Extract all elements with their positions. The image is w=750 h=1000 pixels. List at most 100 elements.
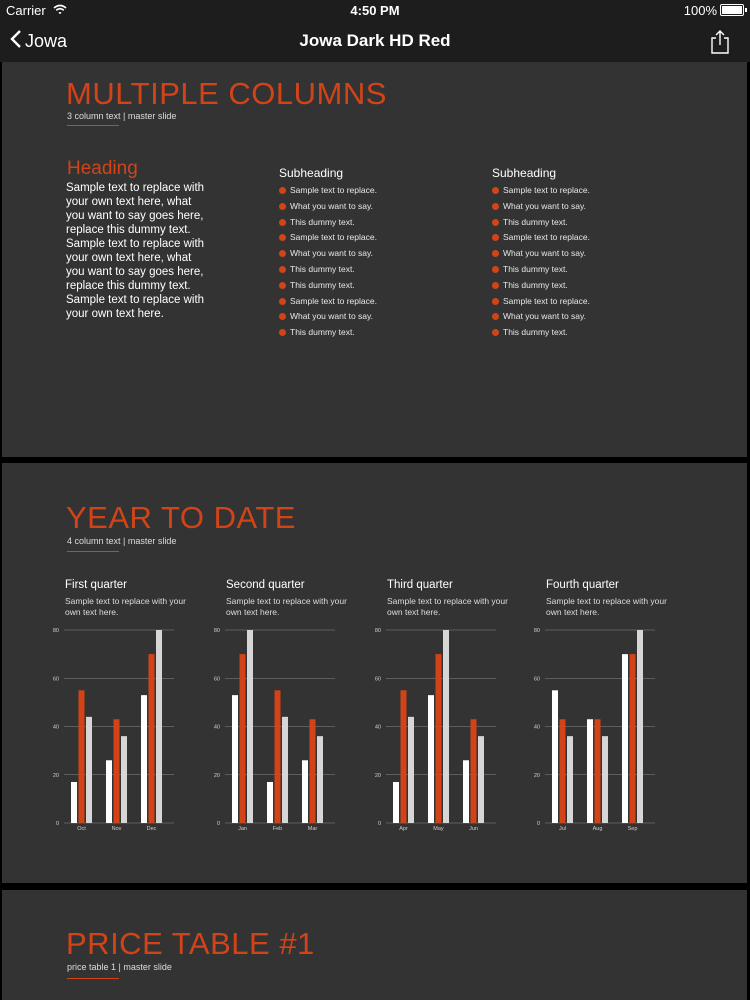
bullet-item: This dummy text. (492, 278, 672, 294)
chevron-left-icon (10, 29, 22, 55)
bullet-dot-icon (279, 187, 286, 194)
navigation-bar: Jowa Jowa Dark HD Red (0, 22, 750, 62)
quarter-text: Sample text to replace with your own tex… (65, 596, 186, 617)
slide-title: YEAR TO DATE (66, 500, 296, 535)
bar (478, 736, 484, 823)
y-tick-label: 60 (534, 676, 540, 682)
bar (594, 719, 601, 823)
y-tick-label: 80 (375, 628, 381, 634)
bar (267, 781, 273, 823)
y-tick-label: 20 (214, 773, 220, 779)
bar (141, 695, 147, 823)
bar-chart-q3: 0 20 40 60 80 Apr May Jun (375, 628, 496, 832)
battery-indicator: 100% (683, 3, 747, 18)
bullet-item: Sample text to replace. (492, 294, 672, 310)
quarter-text: Sample text to replace with your own tex… (387, 596, 508, 617)
bar (247, 630, 253, 823)
x-tick-label: Feb (273, 826, 282, 832)
bar (71, 781, 77, 823)
x-tick-label: Aug (593, 826, 603, 832)
bar (121, 736, 127, 823)
bullet-item: This dummy text. (492, 262, 672, 278)
slide-title: MULTIPLE COLUMNS (66, 76, 387, 111)
quarter-block-3: Third quarter Sample text to replace wit… (387, 579, 517, 618)
bullet-dot-icon (279, 297, 286, 305)
y-tick-label: 0 (537, 821, 540, 827)
column-subheading: Subheading (279, 166, 344, 180)
bullet-dot-icon (492, 329, 499, 337)
bullet-item: What you want to say. (492, 309, 672, 325)
bar (232, 695, 238, 823)
slide-multiple-columns[interactable]: MULTIPLE COLUMNS 3 column text | master … (2, 62, 747, 457)
bar (78, 690, 85, 823)
y-tick-label: 40 (534, 725, 540, 731)
bullet-dot-icon (279, 218, 286, 226)
bullet-item: This dummy text. (492, 325, 672, 341)
bar (470, 719, 477, 823)
status-bar: Carrier 4:50 PM 100% (0, 0, 750, 22)
x-tick-label: Mar (308, 826, 318, 832)
bar (393, 781, 399, 823)
y-tick-label: 60 (214, 676, 220, 682)
slide-year-to-date[interactable]: YEAR TO DATE 4 column text | master slid… (2, 463, 747, 883)
bullet-dot-icon (279, 329, 286, 337)
back-button[interactable]: Jowa (10, 29, 67, 55)
bar (148, 654, 155, 823)
slide-title: PRICE TABLE #1 (66, 926, 315, 961)
nav-title: Jowa Dark HD Red (299, 31, 451, 50)
bullet-item: Sample text to replace. (279, 183, 459, 199)
bar (622, 654, 628, 823)
bar (443, 630, 449, 823)
bullet-item: Sample text to replace. (492, 230, 672, 246)
bullet-dot-icon (279, 265, 286, 273)
bar (86, 716, 92, 823)
bullet-item: This dummy text. (279, 325, 459, 341)
carrier-label: Carrier (6, 3, 46, 18)
y-tick-label: 80 (214, 628, 220, 634)
share-icon[interactable] (710, 30, 730, 54)
quarter-block-4: Fourth quarter Sample text to replace wi… (546, 579, 676, 618)
x-tick-label: Apr (399, 826, 408, 832)
carrier-indicator: Carrier (6, 3, 67, 18)
bullet-dot-icon (492, 202, 499, 210)
bullet-dot-icon (492, 297, 499, 305)
bar-chart-q4: 0 20 40 60 80 Jul Aug Sep (534, 628, 655, 832)
bar (113, 719, 120, 823)
quarter-title: Second quarter (226, 579, 305, 591)
bullet-list: Sample text to replace. What you want to… (279, 183, 459, 341)
bar (552, 690, 558, 823)
x-tick-label: Sep (628, 826, 638, 832)
slide-subtitle: 4 column text | master slide (67, 536, 177, 546)
bar (602, 736, 608, 823)
bullet-item: This dummy text. (279, 215, 459, 231)
back-label: Jowa (25, 31, 68, 51)
battery-percent: 100% (683, 3, 717, 18)
y-tick-label: 20 (53, 773, 59, 779)
bar (435, 654, 442, 823)
bullet-item: What you want to say. (279, 199, 459, 215)
bar (559, 719, 566, 823)
bullet-dot-icon (492, 265, 499, 273)
column-paragraph: Sample text to replace with your own tex… (66, 182, 205, 320)
y-tick-label: 60 (375, 676, 381, 682)
x-tick-label: Jan (238, 826, 247, 832)
x-tick-label: Jun (469, 826, 478, 832)
quarter-block-2: Second quarter Sample text to replace wi… (226, 579, 356, 618)
quarter-text: Sample text to replace with your own tex… (226, 596, 347, 617)
y-tick-label: 80 (53, 628, 59, 634)
bar (567, 736, 573, 823)
bullet-dot-icon (279, 250, 286, 258)
clock: 4:50 PM (350, 3, 400, 18)
bar-chart-q2: 0 20 40 60 80 Jan Feb Mar (214, 628, 335, 832)
y-tick-label: 20 (534, 773, 540, 779)
x-tick-label: Oct (77, 826, 86, 832)
bullet-item: What you want to say. (279, 309, 459, 325)
x-tick-label: Nov (112, 826, 122, 832)
bar (106, 760, 112, 823)
bullet-item: Sample text to replace. (279, 294, 459, 310)
bar (317, 736, 323, 823)
slide-price-table[interactable]: PRICE TABLE #1 price table 1 | master sl… (2, 890, 747, 1000)
bullet-dot-icon (492, 218, 499, 226)
text-column-2: Subheading Sample text to replace. What … (279, 166, 459, 341)
bullet-dot-icon (492, 187, 499, 194)
